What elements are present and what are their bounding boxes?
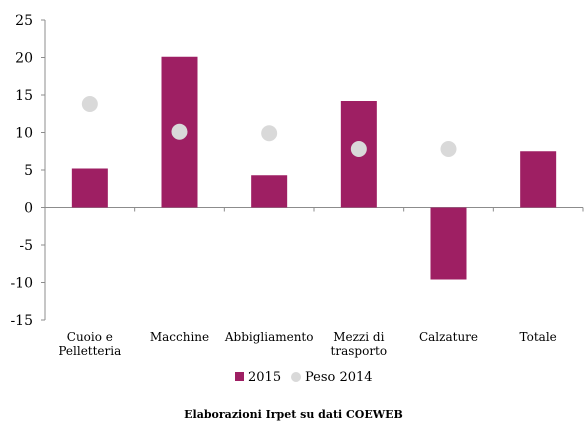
point-peso-2014 [81, 96, 98, 112]
x-tick-label: Calzature [419, 330, 478, 344]
y-tick-label: 20 [15, 51, 33, 67]
y-tick-label: 25 [15, 13, 33, 29]
y-tick-label: -10 [10, 276, 33, 292]
legend: 2015 Peso 2014 [235, 370, 373, 385]
legend-label-2015: 2015 [248, 370, 281, 385]
y-tick-label: 5 [24, 163, 33, 179]
x-tick-label: Cuoio e [67, 330, 113, 344]
scatter-series-peso-2014 [81, 96, 457, 157]
x-tick-label: Macchine [150, 330, 209, 344]
source-note: Elaborazioni Irpet su dati COEWEB [184, 408, 403, 421]
point-peso-2014 [261, 125, 278, 142]
point-peso-2014 [171, 123, 188, 140]
y-axis: -15 -10 -5 0 5 10 15 20 25 [10, 13, 584, 329]
y-tick-label: 10 [15, 126, 33, 142]
bar-2015 [430, 207, 467, 280]
x-tick-label: Totale [520, 330, 557, 344]
legend-swatch-2015 [235, 372, 244, 381]
y-tick-label: 0 [24, 201, 33, 217]
bar-series-2015 [71, 56, 557, 280]
point-peso-2014 [350, 141, 367, 157]
point-peso-2014 [440, 141, 457, 157]
x-tick-label: Mezzi di [333, 330, 384, 344]
legend-swatch-peso-2014 [291, 372, 301, 382]
y-tick-label: -5 [19, 238, 33, 254]
y-tick-label: -15 [10, 313, 33, 329]
bar-2015 [520, 151, 557, 208]
bar-2015 [71, 168, 108, 208]
y-tick-label: 15 [15, 88, 33, 104]
x-tick-label: trasporto [331, 344, 388, 358]
bar-2015 [251, 175, 288, 208]
x-tick-label: Abbigliamento [224, 330, 314, 344]
legend-label-peso-2014: Peso 2014 [305, 370, 373, 385]
x-tick-label: Pelletteria [58, 344, 121, 358]
